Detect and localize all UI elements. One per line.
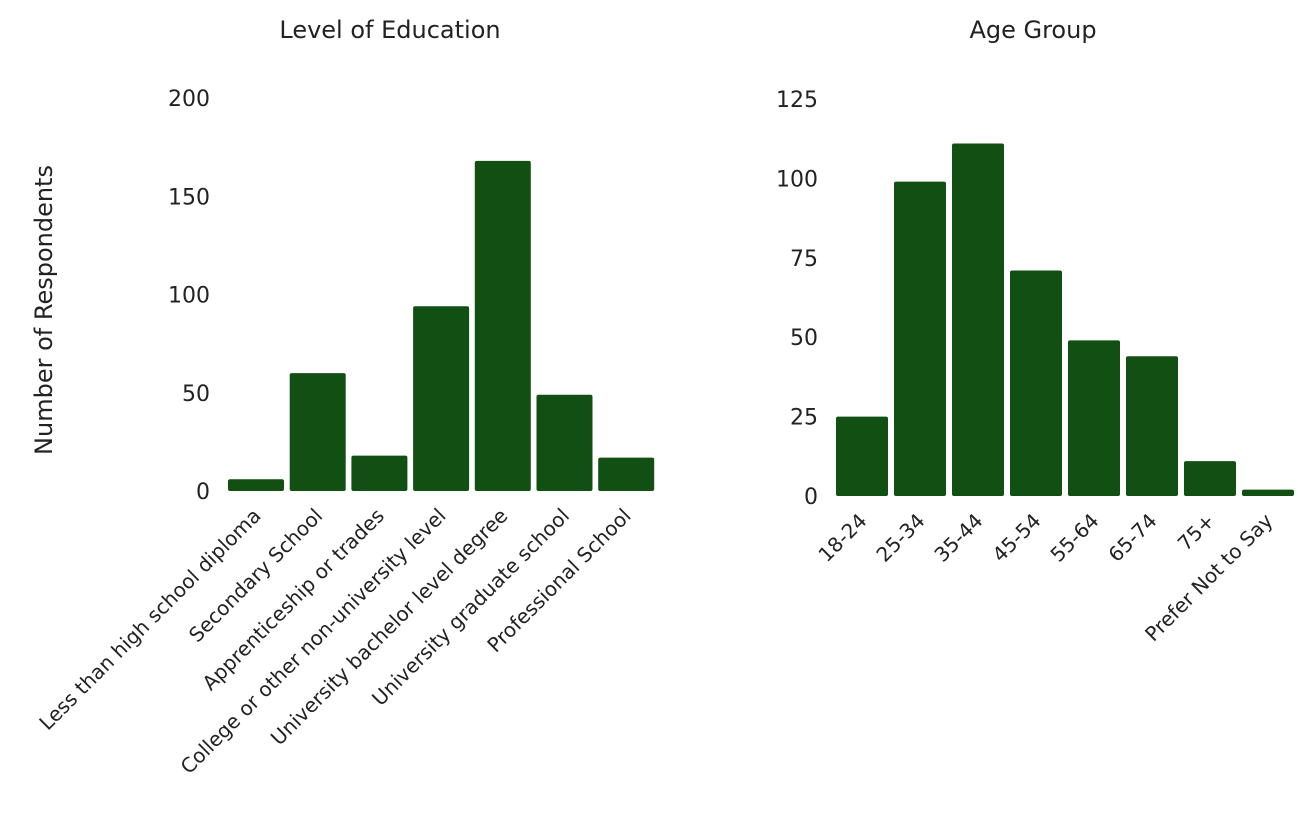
age-bar	[1184, 461, 1236, 496]
education-category-label: Less than high school diploma	[34, 504, 265, 735]
age-category-label: 65-74	[1103, 509, 1161, 567]
y-axis-label: Number of Respondents	[30, 165, 58, 455]
age-bar	[1068, 340, 1120, 496]
age-category-label: 25-34	[871, 509, 929, 567]
education-y-tick-label: 0	[196, 480, 210, 505]
age-bar	[894, 181, 946, 497]
age-bar	[1242, 489, 1294, 496]
education-bar	[289, 373, 346, 491]
age-category-label: 75+	[1173, 509, 1220, 556]
education-y-tick-label: 50	[182, 382, 210, 407]
age-chart-title: Age Group	[969, 16, 1096, 44]
age-category-label: 45-54	[987, 509, 1045, 567]
education-y-tick-label: 200	[168, 87, 210, 112]
education-y-tick-label: 150	[168, 185, 210, 210]
age-y-tick-label: 100	[776, 167, 818, 192]
age-chart: Age Group 0 25 50 75 100 125 18-24 25-34 35-44 45…	[776, 16, 1294, 646]
age-y-tick-label: 25	[790, 406, 818, 431]
age-y-tick-label: 50	[790, 326, 818, 351]
education-bar	[228, 479, 284, 491]
education-bar	[474, 160, 531, 491]
age-y-tick-label: 0	[804, 485, 818, 510]
age-category-label: 35-44	[929, 509, 987, 567]
age-y-tick-label: 125	[776, 88, 818, 113]
education-chart-title: Level of Education	[279, 16, 500, 44]
education-bar	[413, 306, 470, 491]
education-bar	[536, 394, 593, 491]
education-bar	[598, 457, 655, 491]
age-bar	[1126, 356, 1178, 496]
age-bar	[952, 143, 1004, 497]
age-y-tick-label: 75	[790, 247, 818, 272]
education-bar	[351, 455, 408, 491]
age-category-label: 18-24	[813, 509, 871, 567]
education-y-tick-label: 100	[168, 284, 210, 309]
age-bar	[1010, 270, 1062, 496]
age-bar	[836, 416, 888, 496]
education-chart: Level of Education 0 50 100 150 200 Less than…	[34, 16, 655, 779]
age-category-label: 55-64	[1045, 509, 1103, 567]
